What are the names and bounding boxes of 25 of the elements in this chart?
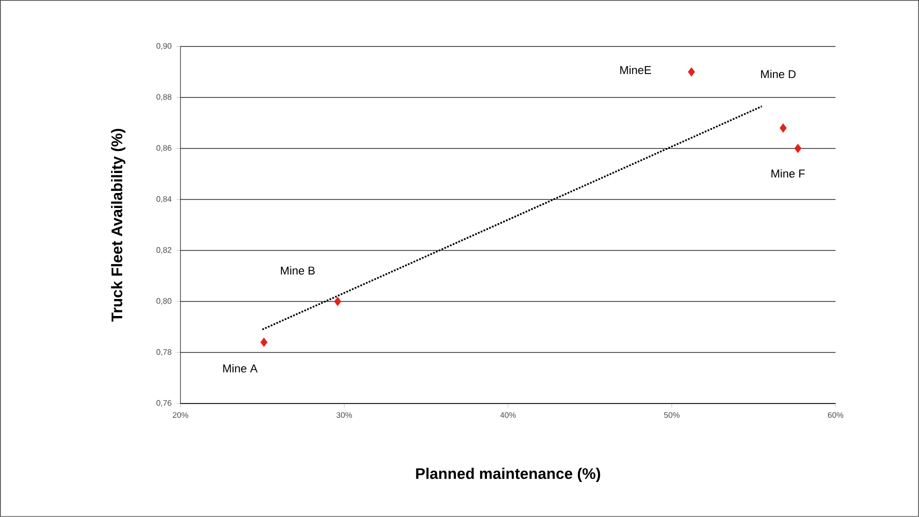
annotation: MineE [620, 66, 652, 74]
y-tick-label: 0,80 [156, 298, 172, 305]
x-axis-title: Planned maintenance (%) [416, 468, 600, 482]
x-tick-label: 30% [336, 412, 352, 418]
y-tick-label: 0,86 [156, 145, 172, 152]
x-tick-label: 60% [828, 412, 844, 418]
x-tick-label: 50% [664, 412, 680, 418]
x-tick-label: 40% [500, 412, 516, 418]
annotation: Mine D [761, 70, 796, 78]
point [260, 338, 268, 347]
point [794, 144, 802, 154]
point [334, 296, 342, 306]
x-tick-label: 20% [172, 412, 188, 418]
y-tick-label: 0,76 [156, 400, 172, 407]
point [780, 124, 787, 133]
y-tick-label: 0,90 [156, 43, 172, 50]
y-tick-label: 0,82 [156, 247, 172, 254]
y-tick-label: 0,88 [156, 94, 172, 101]
y-axis-title: Truck Fleet Availability (%) [111, 128, 126, 322]
annotation: Mine B [280, 266, 315, 275]
y-tick-label: 0,84 [156, 196, 172, 203]
annotation: Mine A [223, 364, 258, 372]
y-tick-label: 0,78 [156, 349, 172, 356]
annotation: Mine F [772, 169, 805, 178]
point [688, 67, 695, 76]
